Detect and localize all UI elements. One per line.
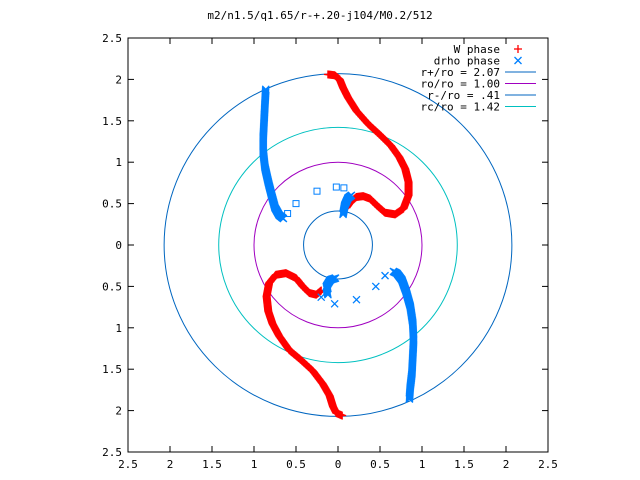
x-tick-label: 1	[419, 458, 426, 471]
y-tick-label: 0.5	[102, 280, 122, 293]
chart-title: m2/n1.5/q1.65/r-+.20-j104/M0.2/512	[207, 9, 433, 22]
x-tick-label: 1.5	[202, 458, 222, 471]
square-point	[284, 210, 292, 218]
radius-circle	[218, 126, 458, 364]
y-tick-label: 1	[115, 156, 122, 169]
x-tick-label: 2	[503, 458, 510, 471]
legend-marker	[514, 45, 522, 53]
legend-label: drho phase	[434, 55, 500, 68]
drho-phase-point	[331, 274, 340, 283]
drho-phase-point	[317, 293, 326, 302]
square-point	[292, 200, 300, 208]
x-tick-label: 2.5	[118, 458, 138, 471]
legend-label: W phase	[454, 43, 500, 56]
legend-label: r-/ro = .41	[427, 89, 500, 102]
x-tick-label: 0.5	[370, 458, 390, 471]
y-tick-label: 2	[115, 73, 122, 86]
drho-phase-point	[405, 395, 414, 403]
x-tick-label: 1	[251, 458, 258, 471]
radius-circle	[303, 210, 373, 280]
x-tick-label: 2	[167, 458, 174, 471]
drho-phase-point	[330, 299, 339, 308]
square-point	[340, 184, 348, 192]
x-tick-label: 1.5	[454, 458, 474, 471]
y-tick-label: 2	[115, 405, 122, 418]
radius-circle	[253, 161, 423, 329]
square-point	[332, 183, 340, 191]
square-point	[313, 187, 321, 195]
y-tick-label: 1	[115, 322, 122, 335]
x-tick-label: 0	[335, 458, 342, 471]
y-tick-label: 0.5	[102, 198, 122, 211]
legend-label: rc/ro = 1.42	[421, 101, 500, 114]
x-tick-label: 0.5	[286, 458, 306, 471]
drho-phase-point	[381, 271, 389, 280]
legend-label: ro/ro = 1.00	[421, 78, 500, 91]
x-tick-label: 2.5	[538, 458, 558, 471]
legend-marker	[514, 56, 522, 65]
y-tick-label: 0	[115, 239, 122, 252]
drho-phase-point	[352, 295, 361, 304]
drho-phase-point	[371, 282, 380, 291]
drho-phase-point	[347, 191, 356, 200]
legend-label: r+/ro = 2.07	[421, 66, 500, 79]
y-tick-label: 2.5	[102, 446, 122, 459]
y-tick-label: 1.5	[102, 363, 122, 376]
y-tick-label: 1.5	[102, 115, 122, 128]
y-tick-label: 2.5	[102, 32, 122, 45]
radius-circle	[163, 73, 513, 417]
